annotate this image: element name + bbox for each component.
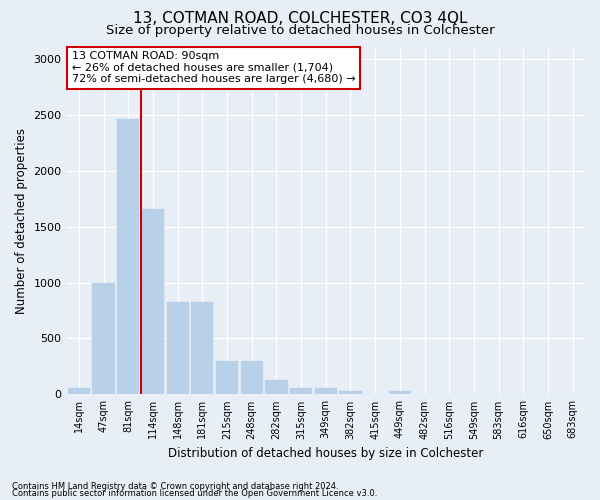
Text: 13, COTMAN ROAD, COLCHESTER, CO3 4QL: 13, COTMAN ROAD, COLCHESTER, CO3 4QL [133, 11, 467, 26]
Bar [92, 282, 115, 395]
X-axis label: Distribution of detached houses by size in Colchester: Distribution of detached houses by size … [168, 447, 484, 460]
Bar [389, 391, 411, 394]
Bar [340, 391, 362, 394]
Bar [68, 388, 90, 394]
Bar [117, 119, 139, 394]
Bar [290, 388, 312, 394]
Bar [314, 388, 337, 394]
Text: Contains public sector information licensed under the Open Government Licence v3: Contains public sector information licen… [12, 489, 377, 498]
Text: Contains HM Land Registry data © Crown copyright and database right 2024.: Contains HM Land Registry data © Crown c… [12, 482, 338, 491]
Bar [216, 361, 238, 394]
Bar [241, 361, 263, 394]
Text: Size of property relative to detached houses in Colchester: Size of property relative to detached ho… [106, 24, 494, 37]
Bar [191, 302, 214, 394]
Y-axis label: Number of detached properties: Number of detached properties [15, 128, 28, 314]
Bar [167, 302, 189, 394]
Text: 13 COTMAN ROAD: 90sqm
← 26% of detached houses are smaller (1,704)
72% of semi-d: 13 COTMAN ROAD: 90sqm ← 26% of detached … [72, 51, 355, 84]
Bar [265, 380, 287, 394]
Bar [142, 208, 164, 394]
